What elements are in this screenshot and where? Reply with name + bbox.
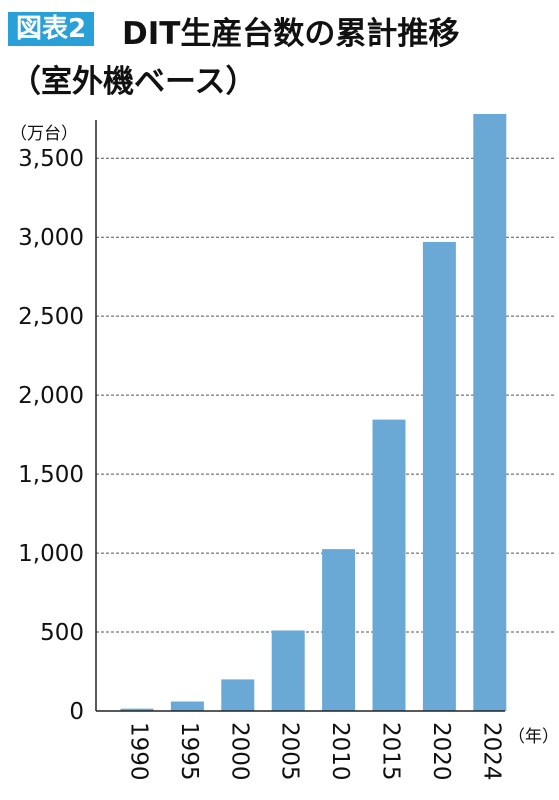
bar-1995: [170, 701, 204, 711]
x-tick-label: 1995: [176, 722, 202, 781]
chart-title: DIT生産台数の累計推移: [122, 16, 460, 52]
y-tick-label: 3,000: [18, 225, 84, 251]
y-tick-label: 2,000: [18, 383, 84, 409]
x-tick-labels: 1990 1995 2000 2005 2010 2015 2020 2024: [126, 722, 505, 781]
x-tick-label: 2005: [277, 722, 303, 781]
bars: [120, 114, 507, 711]
bar-2005: [271, 630, 305, 711]
bar-2000: [221, 679, 255, 711]
y-tick-label: 1,000: [18, 541, 84, 567]
bar-2010: [322, 549, 356, 711]
x-tick-label: 2000: [226, 722, 252, 781]
figure-badge: 図表2: [8, 12, 95, 46]
x-tick-label: 1990: [126, 722, 152, 781]
bar-2020: [422, 241, 456, 711]
x-tick-label: 2020: [428, 722, 454, 781]
y-axis-unit-label: （万台）: [10, 124, 78, 144]
x-tick-label: 2010: [327, 722, 353, 781]
bar-2024: [473, 114, 507, 711]
y-tick-label: 2,500: [18, 304, 84, 330]
y-tick-labels: 0 500 1,000 1,500 2,000 2,500 3,000 3,500: [18, 146, 84, 725]
x-tick-label: 2024: [478, 722, 504, 781]
x-axis-unit-label: （年）: [508, 727, 559, 747]
bar-1990: [120, 708, 154, 711]
x-tick-label: 2015: [378, 722, 404, 781]
y-tick-label: 0: [69, 699, 84, 725]
y-tick-label: 500: [40, 620, 84, 646]
chart-subtitle: （室外機ベース）: [10, 64, 257, 100]
axes: [95, 120, 505, 712]
y-tick-label: 3,500: [18, 146, 84, 172]
bar-2015: [372, 419, 406, 711]
y-tick-label: 1,500: [18, 462, 84, 488]
